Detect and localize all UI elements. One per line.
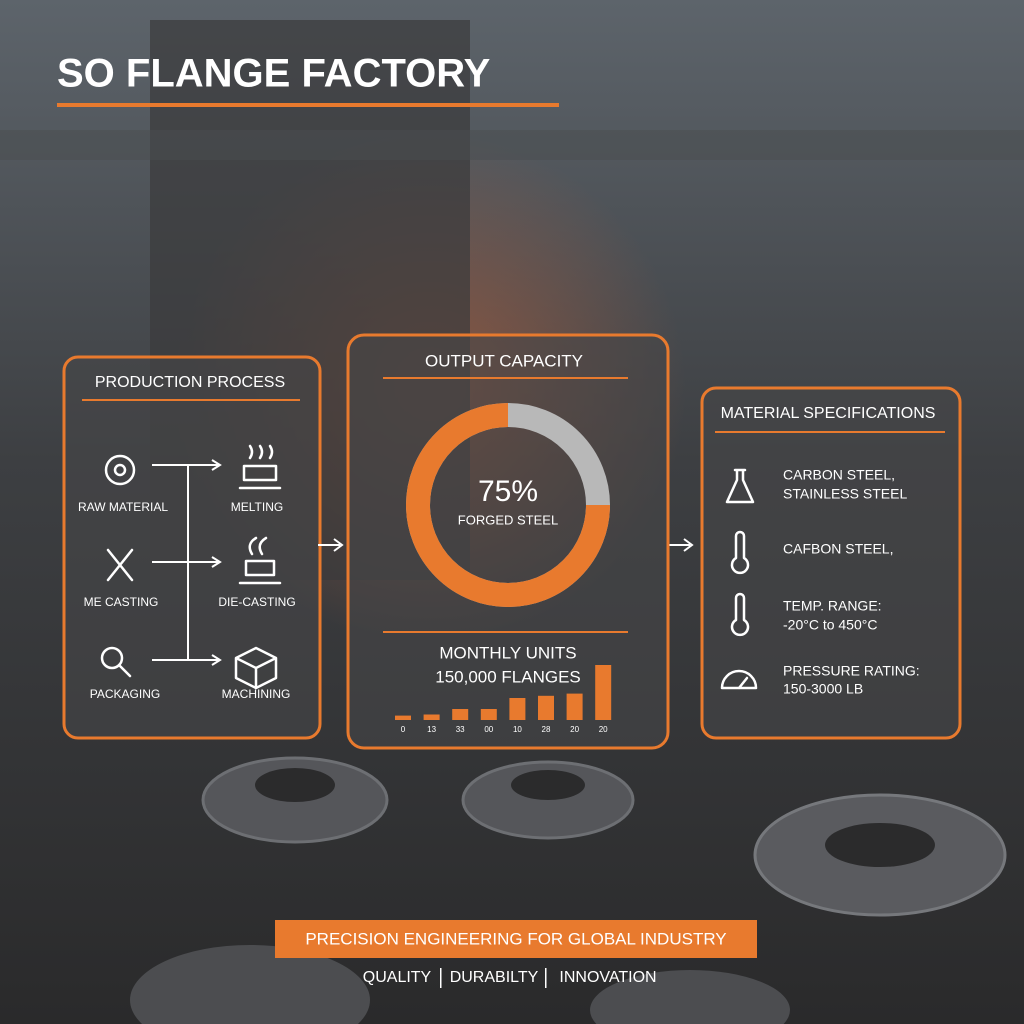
donut-caption: FORGED STEEL: [458, 512, 558, 527]
bar: [452, 709, 469, 720]
panel-title: PRODUCTION PROCESS: [95, 374, 285, 391]
spec-text: 150-3000 LB: [783, 681, 863, 697]
bar-chart: 0 13 33 00 10 28 20 20: [395, 665, 612, 734]
footer-tag: QUALITY: [363, 969, 432, 986]
step-label: RAW MATERIAL: [78, 500, 168, 514]
bar-label: 0: [401, 725, 406, 734]
materials-panel: [700, 386, 962, 740]
spec-text: TEMP. RANGE:: [783, 598, 882, 614]
title: SO FLANGE FACTORY: [57, 52, 491, 96]
separator: [440, 968, 442, 988]
panel-arrow: [668, 538, 694, 552]
footer-banner: [275, 920, 757, 958]
spec-text: CAFBON STEEL,: [783, 541, 893, 557]
divider: [715, 431, 945, 433]
bar: [423, 714, 440, 720]
monthly-total: 150,000 FLANGES: [435, 667, 581, 686]
donut: [406, 403, 610, 607]
production-panel: [62, 355, 322, 740]
spec-text: CARBON STEEL,: [783, 467, 895, 483]
spec-text: STAINLESS STEEL: [783, 486, 907, 502]
donut-value: 75%: [478, 475, 538, 508]
footer-banner-text: PRECISION ENGINEERING FOR GLOBAL INDUSTR…: [305, 929, 726, 948]
panel-title: OUTPUT CAPACITY: [425, 351, 583, 370]
step-label: DIE-CASTING: [218, 595, 295, 609]
footer-tag: DURABILTY: [450, 969, 539, 986]
divider: [383, 631, 628, 633]
divider: [383, 377, 628, 379]
step-label: MACHINING: [222, 687, 291, 701]
bar: [595, 665, 612, 720]
process-icons: [100, 444, 282, 690]
bar: [395, 715, 411, 720]
bar-label: 33: [456, 725, 465, 734]
panel-arrow: [318, 538, 344, 552]
bar: [509, 698, 526, 720]
bar: [566, 693, 583, 720]
bar: [480, 709, 497, 720]
title-underline: [57, 103, 559, 107]
bar-label: 20: [570, 725, 579, 734]
bar-label: 00: [484, 725, 493, 734]
material-icons: [720, 468, 758, 690]
bar-label: 13: [427, 725, 436, 734]
step-label: MELTING: [231, 500, 283, 514]
separator: [545, 968, 547, 988]
spec-text: -20°C to 450°C: [783, 617, 877, 633]
bar-label: 10: [513, 725, 522, 734]
divider: [82, 399, 300, 401]
donut-segment: [406, 403, 610, 607]
footer-tag: INNOVATION: [559, 969, 656, 986]
monthly-title: MONTHLY UNITS: [439, 643, 576, 662]
panel-title: MATERIAL SPECIFICATIONS: [721, 405, 936, 422]
step-label: ME CASTING: [84, 595, 159, 609]
spec-text: PRESSURE RATING:: [783, 663, 920, 679]
process-arrows: [152, 459, 222, 666]
bar: [538, 695, 554, 720]
bar-label: 20: [599, 725, 608, 734]
bar-label: 28: [542, 725, 551, 734]
step-label: PACKAGING: [90, 687, 160, 701]
output-panel: [346, 333, 670, 750]
